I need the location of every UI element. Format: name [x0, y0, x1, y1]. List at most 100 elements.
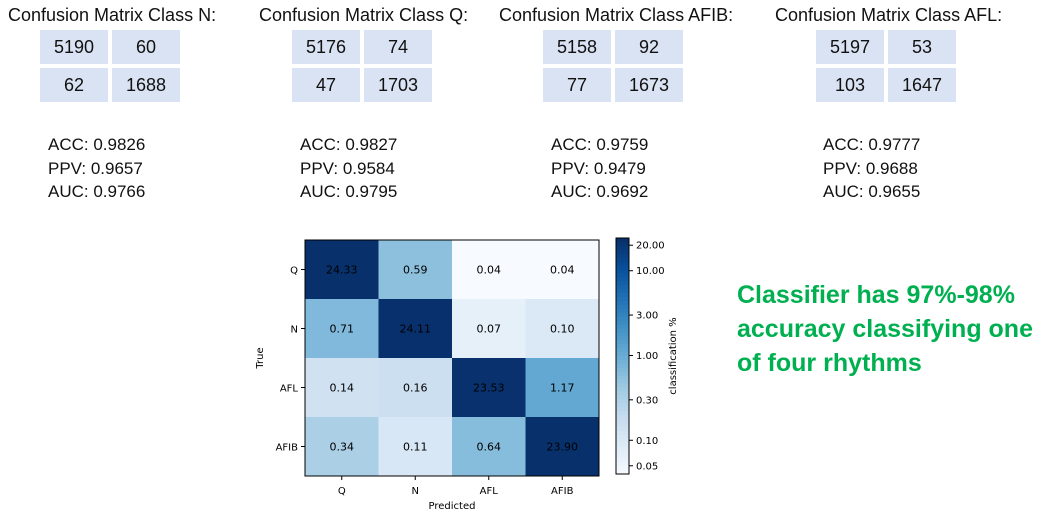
colorbar-segment — [616, 363, 629, 369]
panel-title: Confusion Matrix Class AFL: — [775, 5, 1003, 25]
colorbar-segment — [616, 316, 629, 322]
colorbar-tick-label: 10.00 — [636, 266, 665, 277]
colorbar-segment — [616, 399, 629, 404]
colorbar-segment — [616, 269, 629, 274]
colorbar-segment — [616, 430, 629, 436]
colorbar-segment — [616, 450, 629, 455]
heatmap-cell — [525, 240, 600, 300]
colorbar-segment — [616, 375, 629, 381]
acc-value: ACC: 0.9759 — [551, 135, 649, 154]
matrix-cell: 60 — [112, 30, 180, 64]
panel-title: Confusion Matrix Class AFIB: — [499, 5, 734, 25]
heatmap-cell — [452, 240, 526, 300]
heatmap-cell — [378, 299, 453, 359]
colorbar-segment — [616, 253, 629, 259]
cell-label: 0.64 — [477, 441, 502, 454]
y-tick-label: N — [291, 325, 298, 336]
colorbar-segment — [616, 442, 629, 448]
ppv-value: PPV: 0.9657 — [48, 158, 143, 178]
metrics: ACC: 0.9759 PPV: 0.9479 AUC: 0.9692 — [551, 133, 648, 204]
auc-value: AUC: 0.9655 — [823, 182, 921, 201]
matrix-cell: 5197 — [816, 30, 884, 64]
heatmap-cell — [305, 358, 379, 418]
x-axis-label: Predicted — [429, 501, 476, 512]
ppv-value: PPV: 0.9479 — [551, 158, 646, 178]
colorbar-segment — [616, 470, 629, 475]
callout-line: of four rhythms — [737, 349, 922, 377]
colorbar-segment — [616, 289, 629, 294]
colorbar-segment — [616, 249, 629, 255]
cell-label: 0.59 — [403, 264, 428, 277]
y-tick-label: AFIB — [276, 443, 299, 454]
x-tick-label: N — [412, 486, 419, 497]
colorbar-segment — [616, 277, 629, 282]
cell-label: 0.14 — [330, 382, 355, 395]
colorbar-frame — [615, 237, 630, 475]
matrix-cell: 77 — [543, 68, 611, 102]
heatmap-cell — [525, 358, 600, 418]
metrics: ACC: 0.9777 PPV: 0.9688 AUC: 0.9655 — [823, 133, 920, 204]
cell-label: 0.04 — [477, 264, 502, 277]
ppv-value: PPV: 0.9584 — [300, 158, 395, 178]
acc-value: ACC: 0.9827 — [300, 135, 398, 154]
metrics: ACC: 0.9826 PPV: 0.9657 AUC: 0.9766 — [48, 133, 145, 204]
acc-value: ACC: 0.9826 — [48, 135, 146, 154]
colorbar-label: classification % — [668, 317, 679, 394]
colorbar-segment — [616, 446, 629, 451]
colorbar-tick-label: 20.00 — [636, 241, 665, 252]
colorbar-tick-label: 0.10 — [636, 436, 658, 447]
colorbar-segment — [616, 458, 629, 463]
colorbar-segment — [616, 293, 629, 298]
colorbar-segment — [616, 418, 629, 424]
matrix-cell: 1688 — [112, 68, 180, 102]
ppv-value: PPV: 0.9688 — [823, 158, 918, 178]
x-tick-label: AFIB — [551, 486, 574, 497]
colorbar-segment — [616, 359, 629, 365]
auc-value: AUC: 0.9766 — [48, 182, 146, 201]
colorbar-segment — [616, 273, 629, 278]
cell-label: 24.33 — [326, 264, 358, 277]
colorbar-segment — [616, 320, 629, 326]
colorbar-segment — [616, 324, 629, 330]
colorbar-segment — [616, 438, 629, 444]
heatmap-cell — [305, 417, 379, 477]
colorbar-segment — [616, 304, 629, 310]
colorbar-segment — [616, 356, 629, 361]
colorbar-segment — [616, 348, 629, 353]
heatmap-cell — [452, 417, 526, 477]
auc-value: AUC: 0.9795 — [300, 182, 398, 201]
colorbar-segment — [616, 241, 629, 247]
colorbar-segment — [616, 265, 629, 271]
callout-line: Classifier has 97%-98% — [737, 281, 1015, 309]
panel-title: Confusion Matrix Class Q: — [259, 5, 469, 25]
heatmap-cell — [378, 240, 453, 300]
colorbar-segment — [616, 352, 629, 357]
matrix-cell: 5158 — [543, 30, 611, 64]
summary-callout: Classifier has 97%-98% accuracy classify… — [737, 278, 1047, 380]
colorbar-segment — [616, 328, 629, 333]
matrix-cell: 47 — [292, 68, 360, 102]
colorbar-segment — [616, 383, 629, 389]
colorbar-tick-label: 3.00 — [636, 311, 658, 322]
heatmap-cell — [452, 358, 526, 418]
colorbar-segment — [616, 426, 629, 432]
cell-label: 0.04 — [550, 264, 575, 277]
colorbar-segment — [616, 261, 629, 267]
colorbar-segment — [616, 281, 629, 286]
colorbar-segment — [616, 344, 629, 349]
heatmap-cell — [452, 299, 526, 359]
y-tick-label: AFL — [280, 384, 299, 395]
colorbar-segment — [616, 312, 629, 318]
cell-label: 0.11 — [403, 441, 428, 454]
colorbar-tick-label: 1.00 — [636, 351, 658, 362]
colorbar-segment — [616, 285, 629, 290]
colorbar-segment — [616, 379, 629, 385]
colorbar-segment — [616, 422, 629, 428]
heatmap-cell — [525, 417, 600, 477]
colorbar-segment — [616, 411, 629, 416]
matrix-cell: 74 — [364, 30, 432, 64]
heatmap-cell — [305, 240, 379, 300]
cell-label: 0.10 — [550, 323, 575, 336]
cell-label: 1.17 — [550, 382, 575, 395]
colorbar-segment — [616, 391, 629, 396]
